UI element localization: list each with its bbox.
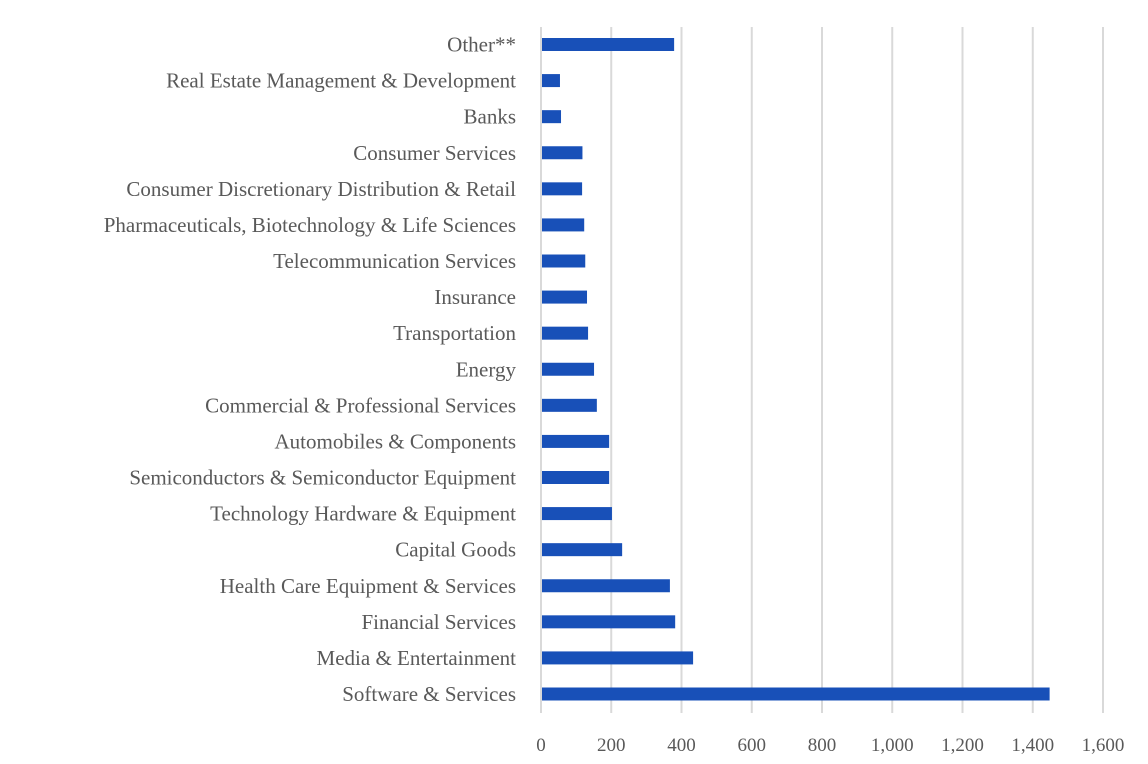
bar [542,182,583,196]
x-tick-label: 1,000 [871,735,914,756]
category-label: Energy [456,357,517,381]
bar [542,326,589,340]
category-label: Financial Services [361,610,516,634]
x-tick-label: 400 [667,735,696,756]
category-label: Pharmaceuticals, Biotechnology & Life Sc… [104,213,516,237]
bar [542,146,583,160]
category-label: Media & Entertainment [317,646,517,670]
category-label: Automobiles & Components [275,429,517,453]
category-label: Semiconductors & Semiconductor Equipment [129,466,516,490]
category-label: Capital Goods [395,538,516,562]
bar [542,687,1050,701]
x-tick-label: 200 [597,735,626,756]
category-label: Commercial & Professional Services [205,393,516,417]
bar [542,579,670,593]
bar [542,471,610,484]
category-label: Transportation [393,321,516,345]
x-tick-label: 800 [808,735,837,756]
x-tick-label: 0 [536,735,546,756]
bar [542,290,588,304]
category-label: Other** [447,33,516,57]
category-label: Consumer Discretionary Distribution & Re… [126,177,516,201]
gridlines [540,27,1104,713]
category-label: Health Care Equipment & Services [220,574,516,598]
category-label: Real Estate Management & Development [166,69,516,93]
x-tick-label: 1,400 [1011,735,1054,756]
category-label: Banks [464,105,517,129]
category-label: Software & Services [342,682,516,706]
bar [542,543,623,557]
bar [542,507,612,521]
category-label: Consumer Services [353,141,516,165]
x-tick-label: 1,600 [1082,735,1125,756]
x-tick-label: 1,200 [941,735,984,756]
category-label: Insurance [434,285,516,309]
bar [542,615,676,629]
bar [542,110,562,124]
bar [542,398,597,412]
bar [542,434,610,448]
category-label: Technology Hardware & Equipment [210,502,516,526]
category-labels: Other** Real Estate Management & Developm… [104,33,517,707]
bar [542,362,595,376]
x-tick-label: 600 [738,735,767,756]
bar [542,254,586,268]
bar [542,651,694,665]
x-axis-tick-labels: 0 200 400 600 800 1,000 1,200 1,400 1,600 [536,735,1124,756]
bar [542,74,560,88]
bar [542,218,585,232]
bars [542,38,1050,701]
category-label: Telecommunication Services [273,249,516,273]
bar [542,38,675,51]
